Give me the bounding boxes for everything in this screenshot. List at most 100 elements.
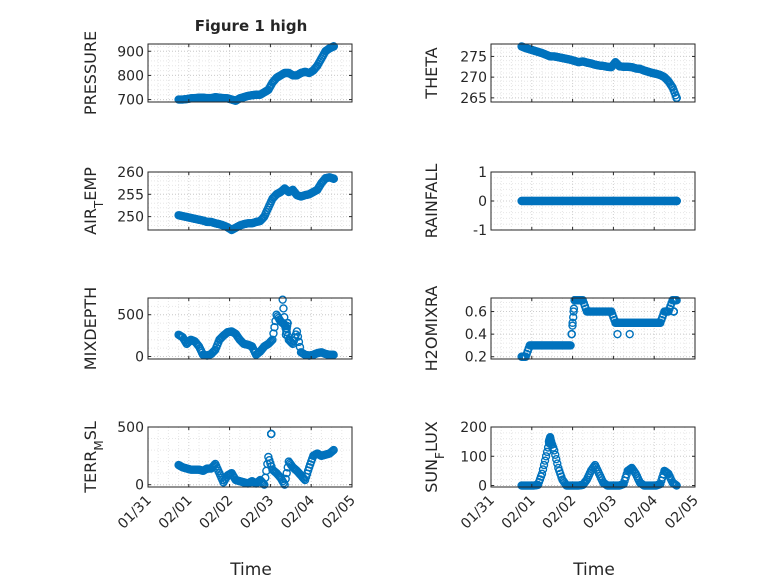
y-tick-label: 700 bbox=[117, 93, 144, 109]
series-h2omixra bbox=[517, 296, 681, 361]
data-point bbox=[281, 474, 290, 484]
y-axis-label: THETA bbox=[422, 47, 441, 99]
data-point bbox=[329, 174, 338, 183]
data-point bbox=[538, 465, 548, 474]
data-point bbox=[567, 329, 576, 339]
data-point bbox=[552, 454, 561, 464]
x-tick-label: 02/04 bbox=[278, 492, 318, 532]
data-point bbox=[537, 469, 547, 479]
data-point bbox=[282, 327, 291, 337]
y-axis-label: MIXDEPTH bbox=[81, 287, 100, 370]
series-pressure bbox=[174, 42, 338, 105]
axes-box bbox=[147, 43, 353, 103]
x-tick-label: 02/01 bbox=[156, 493, 196, 533]
data-point bbox=[266, 337, 275, 347]
data-point bbox=[553, 459, 562, 468]
axes-box bbox=[147, 171, 353, 231]
data-point bbox=[294, 337, 304, 347]
data-point bbox=[570, 296, 579, 305]
data-point bbox=[329, 350, 338, 360]
y-axis-label: H2OMIXRA bbox=[422, 286, 441, 372]
y-tick-label: 100 bbox=[460, 449, 487, 465]
data-point bbox=[672, 196, 681, 206]
data-point bbox=[569, 304, 579, 313]
axes-box bbox=[147, 426, 353, 488]
x-tick-label: 02/05 bbox=[662, 493, 702, 533]
data-point bbox=[566, 341, 575, 350]
y-tick-label: 0 bbox=[135, 349, 144, 365]
y-tick-label: 0.4 bbox=[465, 327, 487, 343]
x-tick-label: 02/03 bbox=[237, 493, 277, 533]
data-point bbox=[328, 446, 337, 456]
y-axis-label: PRESSURE bbox=[81, 31, 100, 115]
data-point bbox=[540, 456, 550, 465]
figure-title: Figure 1 high bbox=[195, 17, 308, 35]
x-tick-label: 02/04 bbox=[621, 492, 661, 532]
data-point bbox=[568, 318, 577, 328]
y-tick-label: 250 bbox=[117, 210, 144, 226]
data-point bbox=[282, 468, 291, 478]
y-tick-label: 275 bbox=[460, 49, 487, 65]
data-point bbox=[672, 296, 681, 305]
y-tick-label: 0.2 bbox=[465, 350, 487, 366]
y-tick-label: 800 bbox=[117, 68, 144, 84]
y-tick-label: 500 bbox=[117, 308, 144, 324]
y-tick-label: 0 bbox=[478, 194, 487, 210]
subplot-h2omixra: 0.2 0.4 0.6 H2OMIXRA bbox=[422, 286, 696, 372]
data-point bbox=[280, 480, 289, 489]
y-axis-label: TERRMSL bbox=[81, 421, 106, 494]
y-tick-label: 255 bbox=[117, 187, 144, 203]
axes-box bbox=[490, 426, 696, 488]
data-point bbox=[278, 295, 287, 304]
y-tick-label: 0.6 bbox=[465, 305, 487, 321]
series-theta bbox=[517, 42, 681, 103]
axes-box bbox=[490, 43, 696, 103]
series-mixdepth bbox=[174, 295, 338, 360]
series-terr_msl bbox=[174, 429, 338, 489]
subplot-mixdepth: 0 500 MIXDEPTH bbox=[81, 287, 353, 370]
x-tick-label: 01/31 bbox=[458, 493, 498, 533]
data-point bbox=[209, 462, 218, 471]
data-point bbox=[667, 81, 676, 91]
y-tick-label: 900 bbox=[117, 44, 144, 60]
y-tick-label: 200 bbox=[460, 420, 487, 436]
data-point bbox=[267, 429, 276, 439]
y-tick-label: 265 bbox=[460, 91, 487, 107]
data-point bbox=[327, 447, 336, 457]
subplot-air_temp: 250 255 260 AIRTEMP bbox=[81, 165, 353, 235]
x-tick-label: 02/02 bbox=[540, 493, 580, 533]
data-point bbox=[329, 42, 338, 51]
data-point bbox=[569, 307, 578, 316]
y-tick-label: 0 bbox=[478, 479, 487, 495]
y-tick-label: 0 bbox=[135, 478, 144, 494]
y-axis-label: RAINFALL bbox=[422, 164, 441, 239]
x-axis-title-right: Time bbox=[572, 560, 615, 580]
data-point bbox=[568, 321, 577, 330]
data-point bbox=[281, 330, 291, 339]
series-rainfall bbox=[517, 196, 681, 206]
x-tick-label: 02/02 bbox=[197, 493, 237, 533]
data-point bbox=[672, 93, 681, 103]
x-tick-label: 02/03 bbox=[580, 493, 620, 533]
series-air_temp bbox=[174, 173, 338, 235]
y-axis-label: SUNFLUX bbox=[422, 421, 447, 493]
subplot-rainfall: -1 0 1 RAINFALL bbox=[422, 164, 696, 239]
subplot-pressure: 700 800 900 PRESSURE bbox=[81, 31, 353, 115]
data-point bbox=[625, 329, 634, 339]
subplots: 700 800 900 PRESSURE 265 270 275 THETA 250 255 260… bbox=[81, 31, 702, 532]
y-tick-label: 500 bbox=[117, 420, 144, 436]
subplot-terr_msl: 0 500 01/31 02/01 02/02 02/03 02/04 02/05 TERRMS… bbox=[81, 420, 359, 532]
y-axis-label: AIRTEMP bbox=[81, 167, 106, 235]
subplot-theta: 265 270 275 THETA bbox=[422, 42, 696, 107]
data-point bbox=[669, 307, 678, 316]
data-point bbox=[613, 329, 622, 339]
data-point bbox=[547, 440, 556, 449]
data-point bbox=[292, 327, 302, 336]
y-tick-label: 260 bbox=[117, 165, 144, 181]
data-point bbox=[283, 318, 292, 328]
data-point bbox=[569, 313, 578, 322]
data-point bbox=[282, 324, 291, 334]
data-point bbox=[267, 336, 276, 346]
data-point bbox=[329, 445, 338, 455]
